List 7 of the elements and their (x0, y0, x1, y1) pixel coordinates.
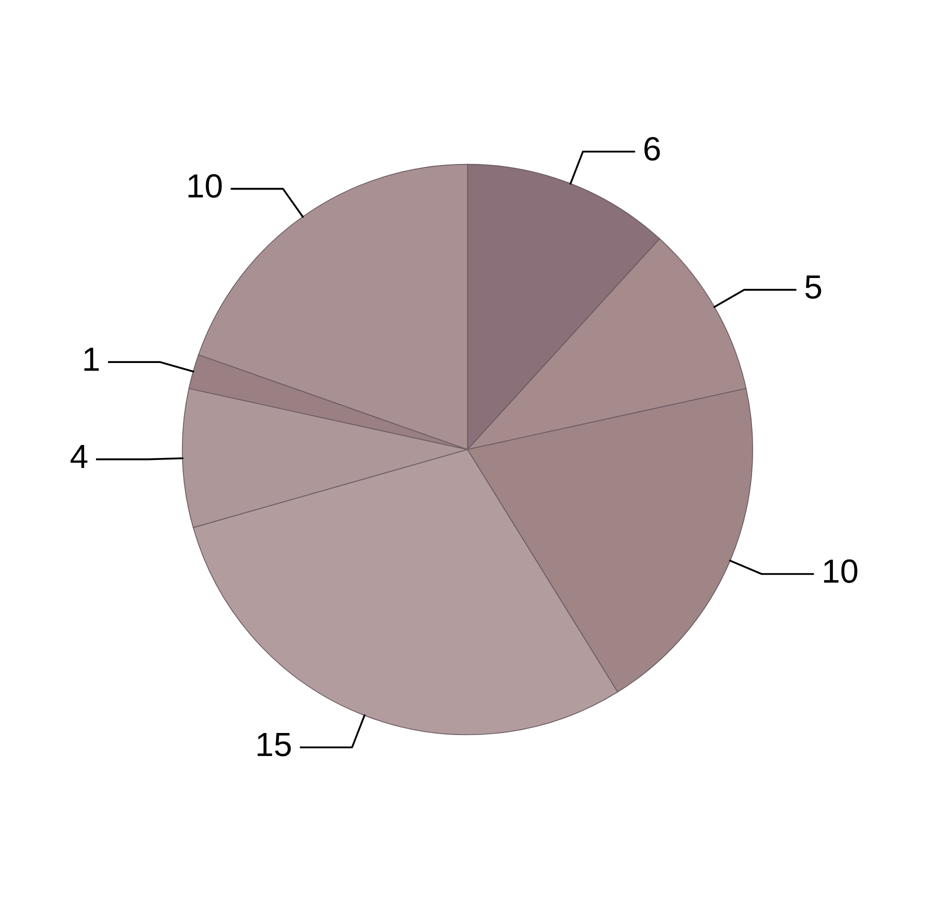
data-label: 6 (644, 136, 660, 161)
data-label: 5 (805, 275, 822, 299)
data-label: 10 (824, 559, 858, 583)
data-label: 4 (70, 445, 88, 468)
data-label: 15 (258, 733, 291, 756)
data-label: 1 (84, 348, 99, 371)
data-label: 10 (188, 174, 222, 198)
